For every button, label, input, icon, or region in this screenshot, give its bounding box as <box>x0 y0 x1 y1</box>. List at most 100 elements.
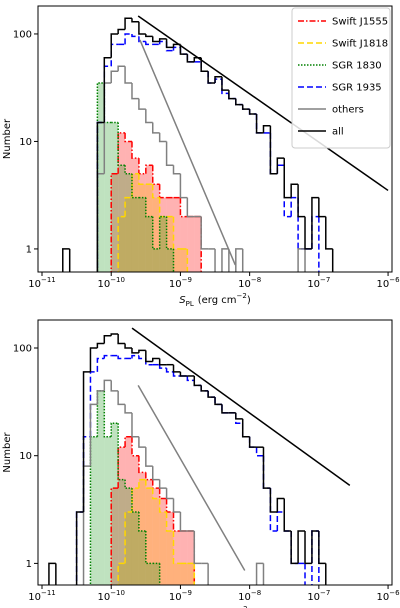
hist-step <box>110 33 119 58</box>
hist-fill <box>138 472 146 585</box>
hist-step <box>131 33 139 38</box>
hist-step <box>193 375 202 387</box>
hist-step <box>145 197 153 218</box>
hist-step <box>318 530 320 585</box>
hist-step <box>290 530 299 565</box>
hist-fill <box>180 216 188 272</box>
hist-fill <box>138 173 146 272</box>
hist-fill <box>187 563 195 585</box>
hist-fill <box>118 165 126 272</box>
x-tick-label: 10−11 <box>28 589 56 603</box>
hist-step <box>248 436 257 448</box>
hist-step <box>269 125 278 175</box>
hist-step <box>179 371 188 377</box>
hist-step <box>207 390 216 398</box>
hist-step <box>325 563 327 585</box>
hist-step <box>103 334 112 344</box>
hist-step <box>207 71 216 84</box>
y-tick-label: 1 <box>26 559 32 570</box>
legend-label: Swift J1555 <box>332 17 388 28</box>
x-tick-base: 10 <box>377 592 390 603</box>
hist-fill <box>104 436 112 585</box>
hist-step <box>283 498 292 532</box>
x-tick-base: 10 <box>307 279 320 290</box>
x-tick-exponent: −10 <box>110 589 125 597</box>
hist-step <box>124 404 132 414</box>
hist-step <box>145 33 153 38</box>
hist-fill <box>118 447 126 585</box>
hist-step <box>158 488 167 500</box>
hist-step <box>214 397 222 406</box>
hist-fill <box>166 530 174 585</box>
x-tick-label: 10−9 <box>169 589 192 603</box>
hist-fill <box>166 197 174 272</box>
hist-step <box>172 248 175 272</box>
hist-step <box>138 455 146 474</box>
hist-step <box>172 371 181 377</box>
hist-step <box>145 350 153 363</box>
legend-label: others <box>332 105 364 116</box>
hist-step <box>145 447 153 467</box>
hist-step <box>165 488 174 500</box>
hist-step <box>255 114 264 134</box>
hist-fill <box>138 197 146 272</box>
hist-fill <box>166 216 174 272</box>
fit-line <box>131 327 351 486</box>
fit-line <box>137 15 389 192</box>
hist-step <box>110 380 119 392</box>
hist-step <box>269 488 278 532</box>
hist-step <box>186 375 195 382</box>
hist-step <box>131 141 139 159</box>
axes-frame <box>37 5 393 273</box>
hist-step <box>110 422 119 437</box>
legend-label: all <box>332 127 344 138</box>
hist-step <box>241 418 250 438</box>
hist-step <box>145 479 153 489</box>
hist-fill <box>152 248 160 272</box>
hist-step <box>172 530 181 565</box>
x-tick-base: 10 <box>28 592 41 603</box>
hist-step <box>165 512 174 532</box>
hist-step <box>165 498 174 513</box>
hist-step <box>131 354 139 359</box>
hist-step <box>276 164 285 174</box>
hist-step <box>172 512 181 532</box>
hist-step <box>186 197 195 218</box>
hist-step <box>207 71 216 84</box>
hist-fill <box>125 173 132 272</box>
y-axis-label: Number <box>2 432 13 473</box>
hist-step <box>117 355 126 360</box>
hist-step <box>110 43 119 67</box>
hist-step <box>124 66 132 84</box>
hist-fill <box>131 488 139 585</box>
hist-step <box>110 173 119 272</box>
hist-step <box>145 109 153 124</box>
hist-step <box>117 562 126 585</box>
x-tick-exponent: −7 <box>320 276 330 284</box>
legend-label: Swift J1818 <box>332 39 388 50</box>
hist-fill <box>118 132 126 272</box>
hist-step <box>131 18 139 23</box>
hist-step <box>138 21 146 35</box>
x-label-close: ) <box>247 295 251 306</box>
hist-step <box>124 196 132 217</box>
y-axis-label: Number <box>2 118 13 159</box>
x-tick-label: 10−11 <box>28 276 56 290</box>
hist-step <box>248 109 257 115</box>
hist-fill <box>138 530 146 585</box>
hist-step <box>276 511 285 531</box>
hist-step <box>124 33 132 45</box>
hist-step <box>110 487 119 585</box>
hist-step <box>158 40 167 45</box>
hist-step <box>283 158 292 199</box>
hist-fill <box>145 165 153 272</box>
x-tick-base: 10 <box>28 279 41 290</box>
hist-step <box>200 57 209 72</box>
hist-step <box>241 423 250 438</box>
hist-fill <box>152 488 160 585</box>
hist-step <box>138 349 146 353</box>
hist-step <box>200 385 209 392</box>
hist-fill <box>159 216 167 272</box>
hist-step <box>255 114 264 134</box>
hist-step <box>318 530 326 565</box>
